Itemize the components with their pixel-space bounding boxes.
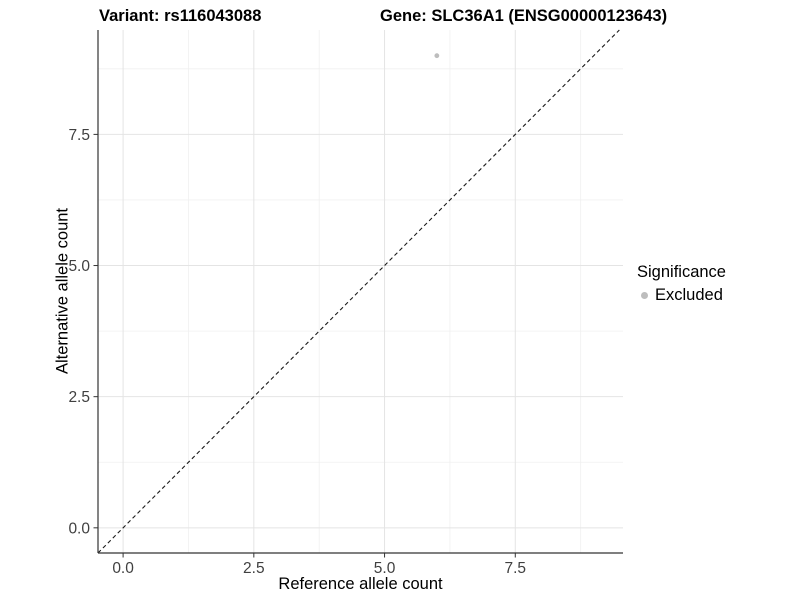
- y-axis-label: Alternative allele count: [53, 207, 72, 375]
- x-tick-label: 7.5: [504, 560, 526, 577]
- gene-title: Gene: SLC36A1 (ENSG00000123643): [380, 7, 668, 25]
- legend: Significance Excluded: [637, 262, 726, 305]
- y-tick-label: 0.0: [68, 520, 90, 537]
- legend-title: Significance: [637, 263, 726, 281]
- variant-title: Variant: rs116043088: [99, 7, 262, 25]
- y-tick-label: 7.5: [68, 127, 90, 144]
- legend-dot-icon: [641, 291, 648, 299]
- x-tick-label: 5.0: [374, 560, 396, 577]
- identity-reference-line: [97, 29, 620, 554]
- legend-entry: Excluded: [637, 285, 726, 305]
- data-point: [434, 53, 440, 59]
- x-tick-label: 2.5: [243, 560, 265, 577]
- y-tick-label: 2.5: [68, 389, 90, 406]
- x-tick-label: 0.0: [112, 560, 134, 577]
- legend-entry-label: Excluded: [655, 286, 723, 304]
- y-tick-label: 5.0: [68, 258, 90, 275]
- x-axis-label: Reference allele count: [278, 575, 443, 593]
